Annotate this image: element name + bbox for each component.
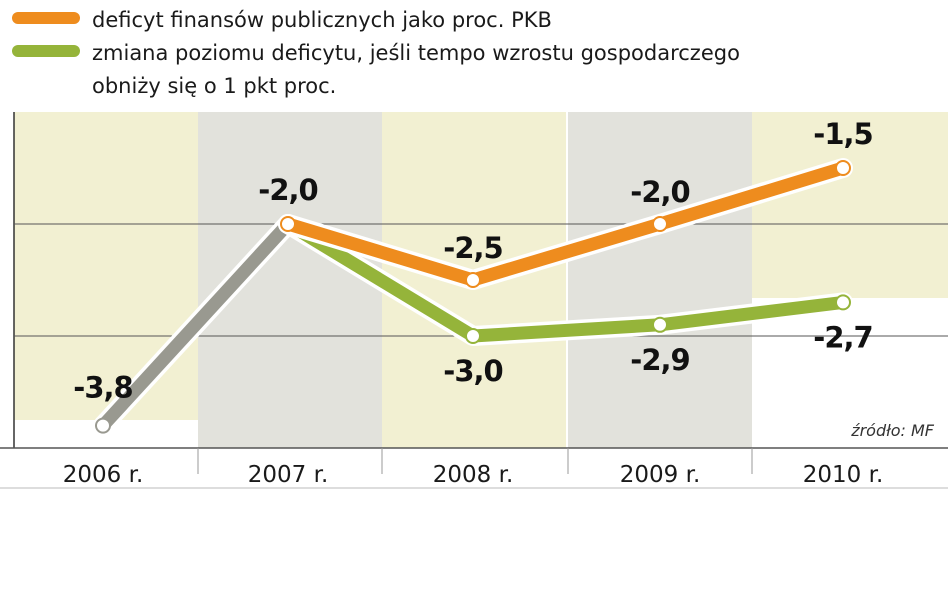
value-labels: -3,8 -2,0 -2,5 -2,0 -1,5 -3,0 -2,9 -2,7 [73,117,873,405]
orange-point-5 [835,160,851,176]
x-tick-label-5: 2010 r. [803,462,884,488]
legend-green-label-line2: obniży się o 1 pkt proc. [92,74,336,98]
orange-value-label-5: -1,5 [813,117,872,151]
legend-green-swatch [12,45,80,57]
green-point-3 [465,328,481,344]
column-bg-5 [752,112,948,298]
orange-value-label-4: -2,0 [630,175,689,209]
legend-green-label: zmiana poziomu deficytu, jeśli tempo wzr… [92,41,740,65]
legend-orange-label: deficyt finansów publicznych jako proc. … [92,8,552,32]
orange-point-2 [280,216,296,232]
x-tick-label-1: 2006 r. [63,462,144,488]
green-series-line [281,217,850,343]
orange-value-label-2: -2,0 [258,173,317,207]
green-point-5 [835,294,851,311]
x-tick-label-4: 2009 r. [620,462,701,488]
green-value-label-5: -2,7 [813,320,872,354]
orange-value-label-1: -3,8 [73,371,132,405]
green-point-4 [652,316,668,333]
orange-point-1 [95,417,111,434]
x-axis: 2006 r. 2007 r. 2008 r. 2009 r. 2010 r. [0,447,948,489]
orange-value-label-3: -2,5 [443,231,502,265]
legend: deficyt finansów publicznych jako proc. … [12,8,740,98]
orange-point-4 [652,216,668,232]
plot-columns [13,112,948,448]
column-bg-4 [568,112,752,448]
x-tick-label-3: 2008 r. [433,462,514,488]
orange-point-3 [465,272,481,288]
series-markers [95,160,851,434]
green-value-label-4: -2,9 [630,343,689,377]
series-lines [93,158,853,436]
legend-orange-swatch [12,12,80,24]
source-note: źródło: MF [850,421,935,440]
orange-series-line [281,161,850,287]
green-value-label-3: -3,0 [443,354,502,388]
x-tick-label-2: 2007 r. [248,462,329,488]
history-line [96,217,295,433]
